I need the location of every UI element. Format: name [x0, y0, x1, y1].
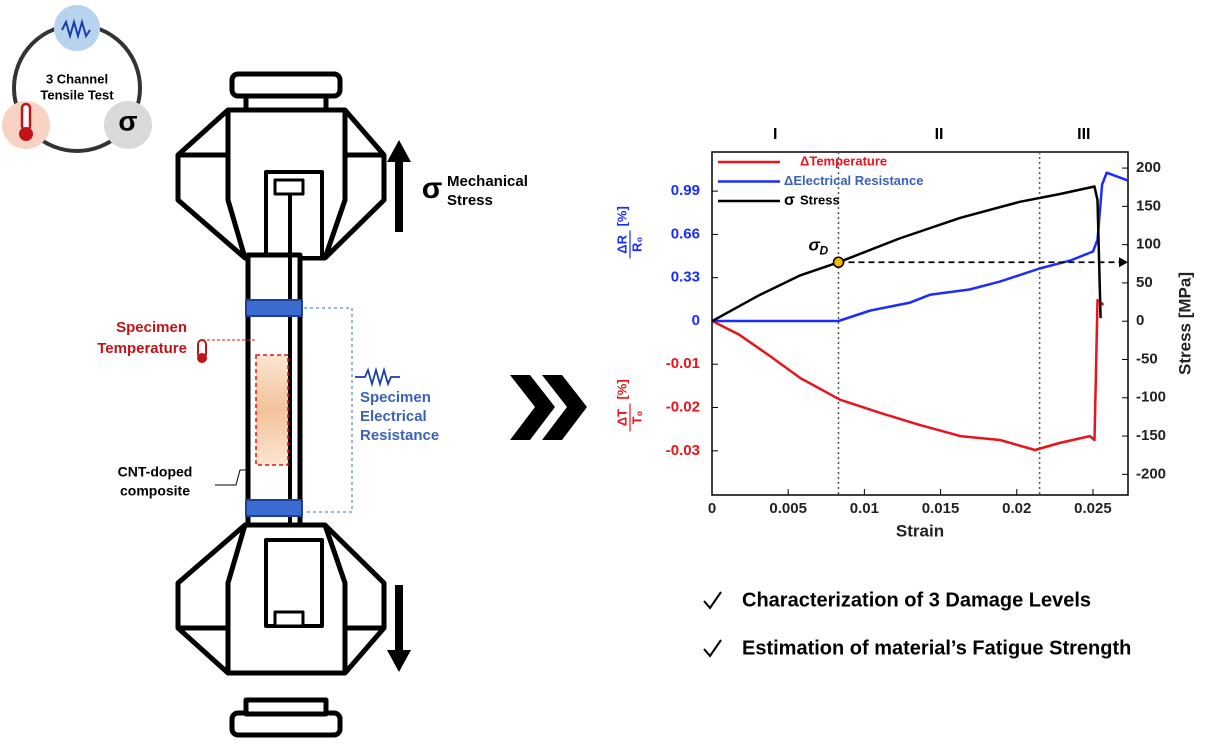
- resistance-label: Resistance: [360, 427, 439, 444]
- region-label: III: [1077, 126, 1090, 143]
- y2-tick-label: -50: [1136, 350, 1158, 367]
- x-tick-label: 0: [708, 500, 716, 517]
- channel-label: 3 Channel: [46, 71, 108, 86]
- x-tick-label: 0.005: [769, 500, 807, 517]
- material-label: CNT-doped: [118, 464, 193, 480]
- x-tick-label: 0.015: [922, 500, 960, 517]
- legend-symbol: σ: [784, 192, 795, 209]
- stress-label: Mechanical: [447, 173, 528, 190]
- channel-label: Tensile Test: [40, 87, 114, 102]
- tensile-machine: [178, 74, 384, 735]
- x-tick-label: 0.01: [850, 500, 879, 517]
- y2-tick-label: 100: [1136, 236, 1161, 253]
- y-tick-label: -0.03: [666, 442, 700, 459]
- marker-point: [833, 257, 843, 267]
- y-axis-label: ΔR: [614, 234, 629, 253]
- sigma-label: σ: [422, 172, 443, 205]
- y2-tick-label: -150: [1136, 427, 1166, 444]
- series-line: [712, 187, 1101, 322]
- arrow-head: [1119, 257, 1128, 267]
- resistance-label: Electrical: [360, 408, 427, 425]
- y-tick-label: -0.02: [666, 398, 700, 415]
- material-label: composite: [120, 483, 190, 499]
- channel-ring: 3 Channel Tensile Test σ: [2, 5, 152, 151]
- legend-label: ΔTemperature: [800, 153, 887, 168]
- y2-tick-label: -100: [1136, 389, 1166, 406]
- series-line: [712, 300, 1104, 450]
- marker-label-sub: D: [819, 243, 828, 257]
- y-axis-label: T₀: [629, 410, 644, 424]
- bullets: Characterization of 3 Damage Levels Esti…: [704, 589, 1131, 659]
- y-axis-label: ΔT: [614, 409, 629, 426]
- y2-tick-label: 50: [1136, 274, 1153, 291]
- legend-label: Stress: [800, 192, 840, 207]
- y2-tick-label: 200: [1136, 159, 1161, 176]
- series-line: [712, 173, 1128, 321]
- bullet-text: Characterization of 3 Damage Levels: [742, 589, 1091, 611]
- legend-label: ΔElectrical Resistance: [784, 173, 923, 188]
- temperature-label: Specimen: [116, 319, 187, 336]
- resistance-label: Specimen: [360, 389, 431, 406]
- temperature-label: Temperature: [97, 340, 187, 357]
- y-axis-label: [%]: [614, 379, 629, 399]
- figure: 3 Channel Tensile Test σ σ Mechanical St…: [0, 0, 1207, 749]
- x-tick-label: 0.02: [1002, 500, 1031, 517]
- y2-tick-label: -200: [1136, 465, 1166, 482]
- bullet-text: Estimation of material’s Fatigue Strengt…: [742, 637, 1131, 659]
- y2-axis-label: Stress [MPa]: [1175, 272, 1194, 375]
- y-tick-label: 0.33: [671, 269, 700, 286]
- stress-label: Stress: [447, 192, 493, 209]
- y-tick-label: 0.99: [671, 182, 700, 199]
- plot-frame: [712, 152, 1128, 495]
- y2-axis-label-group: Stress [MPa]: [1175, 272, 1194, 375]
- x-tick-label: 0.025: [1074, 500, 1112, 517]
- region-label: II: [935, 126, 944, 143]
- y-tick-label: 0: [692, 312, 700, 329]
- x-axis-label: Strain: [896, 521, 944, 540]
- y-tick-label: -0.01: [666, 355, 700, 372]
- y2-tick-label: 0: [1136, 312, 1144, 329]
- sigma-icon: σ: [118, 105, 137, 136]
- y-axis-label: [%]: [614, 206, 629, 226]
- y2-tick-label: 150: [1136, 197, 1161, 214]
- y-tick-label: 0.66: [671, 225, 700, 242]
- y-axis-label: R₀: [629, 237, 644, 252]
- region-label: I: [773, 126, 777, 143]
